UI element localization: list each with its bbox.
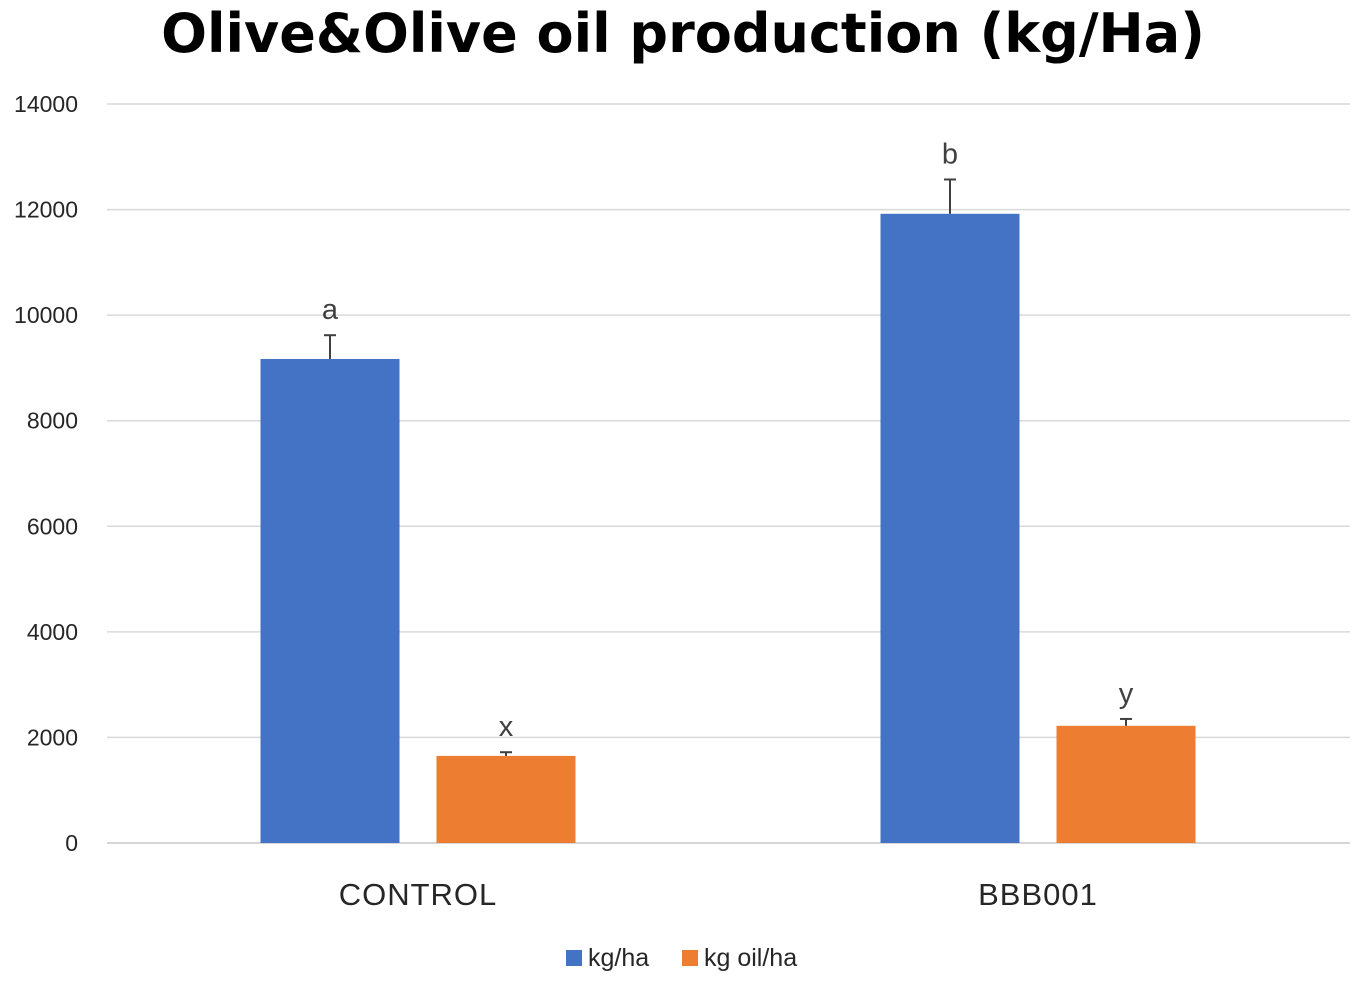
legend-swatch xyxy=(566,950,582,966)
x-category-label: BBB001 xyxy=(978,877,1098,912)
legend-label: kg oil/ha xyxy=(704,944,797,972)
y-tick-label: 4000 xyxy=(27,619,78,645)
x-category-label: CONTROL xyxy=(339,877,498,912)
y-tick-label: 8000 xyxy=(27,408,78,434)
legend-swatch xyxy=(682,950,698,966)
error-bar xyxy=(500,751,512,756)
legend-label: kg/ha xyxy=(588,944,649,972)
significance-letters: a b x y xyxy=(322,138,1134,743)
bar-kg-oil-ha-bbb001 xyxy=(1056,725,1196,843)
bar-kg-ha-bbb001 xyxy=(880,213,1020,843)
significance-letter: x xyxy=(499,711,514,743)
error-bar xyxy=(324,334,336,359)
error-bar xyxy=(1120,717,1132,726)
y-tick-label: 12000 xyxy=(14,197,78,223)
error-bars xyxy=(324,178,1132,756)
bar-kg-oil-ha-control xyxy=(436,755,576,843)
x-axis-category-labels: CONTROL BBB001 xyxy=(339,877,1098,912)
bar-kg-ha-control xyxy=(260,358,400,843)
y-axis-tick-labels: 0 2000 4000 6000 8000 10000 12000 14000 xyxy=(14,91,78,856)
y-tick-label: 6000 xyxy=(27,513,78,539)
y-tick-label: 2000 xyxy=(27,724,78,750)
bars xyxy=(260,213,1196,843)
significance-letter: a xyxy=(322,294,339,326)
error-bar xyxy=(944,178,956,214)
y-tick-label: 0 xyxy=(65,830,78,856)
legend: kg/ha kg oil/ha xyxy=(566,944,797,972)
legend-entry: kg oil/ha xyxy=(682,944,797,972)
chart-title: Olive&Olive oil production (kg/Ha) xyxy=(161,2,1205,65)
y-tick-label: 14000 xyxy=(14,91,78,117)
significance-letter: b xyxy=(942,138,958,170)
y-tick-label: 10000 xyxy=(14,302,78,328)
significance-letter: y xyxy=(1119,678,1134,710)
legend-entry: kg/ha xyxy=(566,944,649,972)
